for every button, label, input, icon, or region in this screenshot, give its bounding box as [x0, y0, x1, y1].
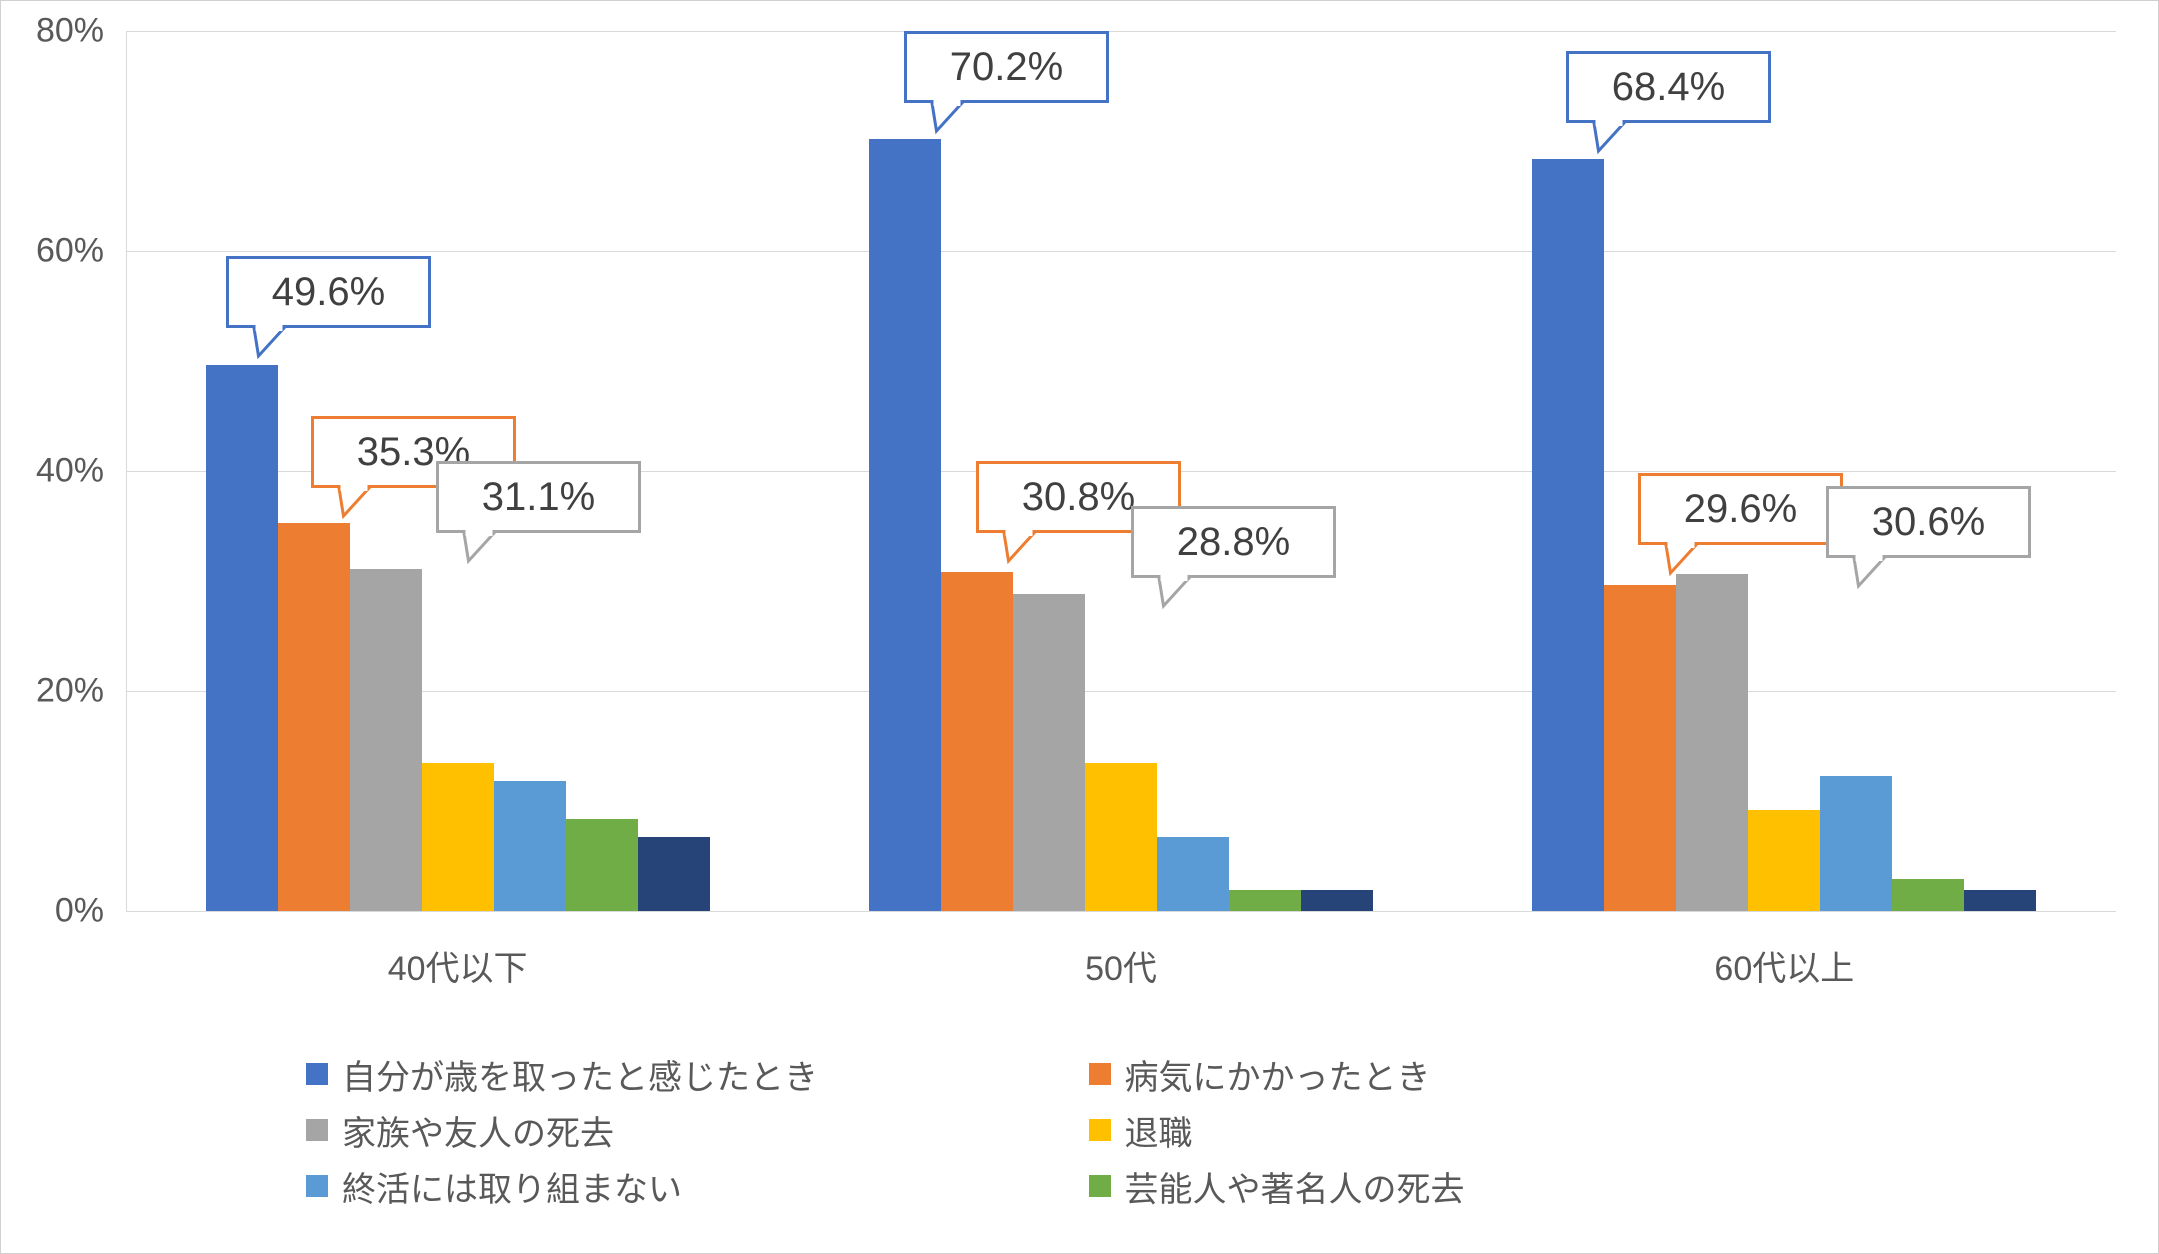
bar [1748, 810, 1820, 911]
bar [278, 523, 350, 911]
bar [1820, 776, 1892, 911]
bar [1085, 763, 1157, 912]
legend-label: 自分が歳を取ったと感じたとき [342, 1050, 818, 1099]
data-callout: 49.6% [226, 256, 431, 328]
y-tick-label: 40% [36, 452, 104, 491]
chart-frame: 40代以下50代60代以上 0%20%40%60%80% 49.6%35.3%3… [0, 0, 2159, 1254]
y-tick-label: 80% [36, 12, 104, 51]
bar [869, 139, 941, 911]
callout-text: 28.8% [1177, 520, 1290, 565]
callout-text: 29.6% [1684, 487, 1797, 532]
legend-swatch-icon [1089, 1175, 1111, 1197]
legend-label: 芸能人や著名人の死去 [1125, 1162, 1465, 1211]
callout-tail-icon [1590, 123, 1628, 159]
bar [566, 819, 638, 911]
bar [1532, 159, 1604, 911]
callout-tail-icon [250, 328, 288, 364]
bar [1604, 585, 1676, 911]
callout-tail-icon [335, 488, 373, 524]
legend-item: 自分が歳を取ったと感じたとき [306, 1046, 1089, 1102]
legend-swatch-icon [306, 1063, 328, 1085]
legend: 自分が歳を取ったと感じたとき 病気にかかったとき家族や友人の死去 退職終活には取り組… [306, 1046, 1871, 1214]
bar [1676, 574, 1748, 911]
bar [638, 837, 710, 911]
callout-tail-icon [1000, 533, 1038, 569]
callout-tail-icon [928, 103, 966, 139]
legend-item: 芸能人や著名人の死去 [1089, 1158, 1872, 1214]
callout-text: 68.4% [1612, 65, 1725, 110]
legend-label: 退職 [1125, 1106, 1193, 1155]
category-label: 50代 [1085, 941, 1157, 990]
callout-tail-icon [460, 533, 498, 569]
callout-tail-icon [1850, 558, 1888, 594]
bar [1964, 890, 2036, 911]
bar [1892, 879, 1964, 911]
bar [1229, 890, 1301, 911]
data-callout: 70.2% [904, 31, 1109, 103]
legend-swatch-icon [1089, 1119, 1111, 1141]
bar [206, 365, 278, 911]
callout-text: 30.8% [1022, 475, 1135, 520]
data-callout: 68.4% [1566, 51, 1771, 123]
category-label: 60代以上 [1714, 941, 1854, 990]
legend-item: 終活には取り組まない [306, 1158, 1089, 1214]
bar [1157, 837, 1229, 911]
y-tick-label: 20% [36, 672, 104, 711]
legend-label: 終活には取り組まない [342, 1162, 682, 1211]
bar [1301, 890, 1373, 911]
bar [941, 572, 1013, 911]
y-tick-label: 60% [36, 232, 104, 271]
callout-text: 49.6% [272, 270, 385, 315]
legend-item: 退職 [1089, 1102, 1872, 1158]
data-callout: 29.6% [1638, 473, 1843, 545]
legend-swatch-icon [306, 1175, 328, 1197]
callout-text: 30.6% [1872, 500, 1985, 545]
legend-item: 家族や友人の死去 [306, 1102, 1089, 1158]
bar [494, 781, 566, 911]
legend-label: 病気にかかったとき [1125, 1050, 1431, 1099]
legend-item: 病気にかかったとき [1089, 1046, 1872, 1102]
data-callout: 30.6% [1826, 486, 2031, 558]
callout-text: 70.2% [950, 45, 1063, 90]
legend-swatch-icon [1089, 1063, 1111, 1085]
data-callout: 28.8% [1131, 506, 1336, 578]
callout-tail-icon [1155, 578, 1193, 614]
y-tick-label: 0% [55, 892, 104, 931]
legend-label: 家族や友人の死去 [342, 1106, 614, 1155]
bar [422, 763, 494, 912]
category-label: 40代以下 [388, 941, 528, 990]
gridline [126, 691, 2116, 692]
y-axis-line [126, 31, 127, 911]
bar [350, 569, 422, 911]
callout-tail-icon [1662, 545, 1700, 581]
data-callout: 31.1% [436, 461, 641, 533]
legend-swatch-icon [306, 1119, 328, 1141]
gridline [126, 911, 2116, 912]
callout-text: 31.1% [482, 475, 595, 520]
gridline [126, 251, 2116, 252]
bar [1013, 594, 1085, 911]
gridline [126, 31, 2116, 32]
